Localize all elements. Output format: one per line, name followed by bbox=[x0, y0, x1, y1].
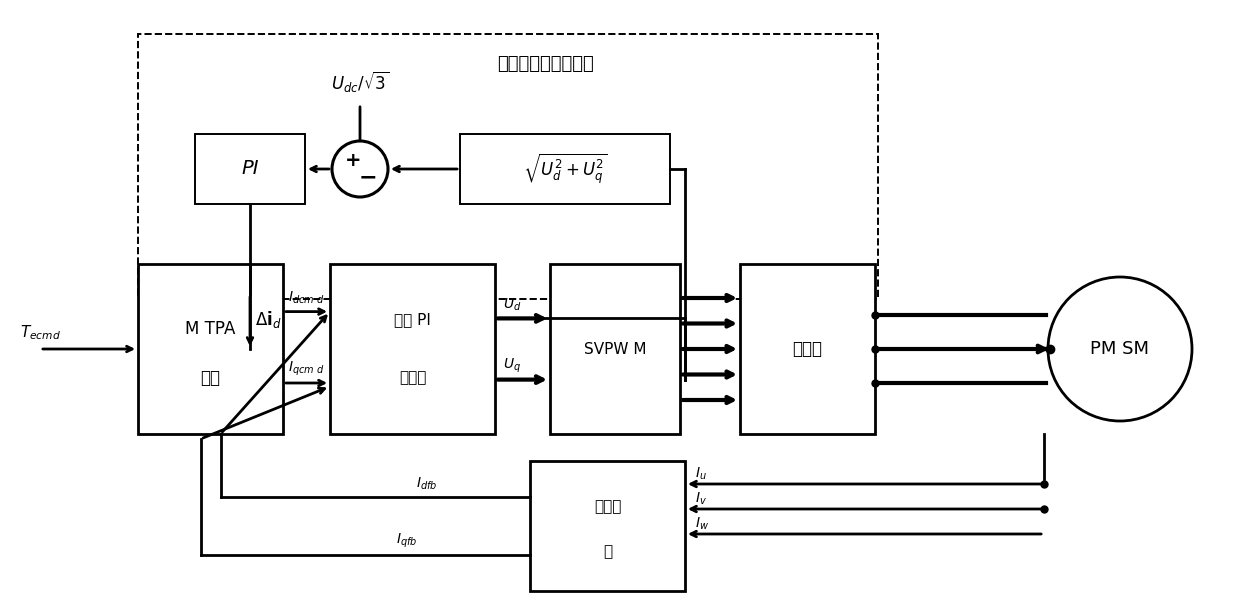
Text: $I_u$: $I_u$ bbox=[695, 466, 706, 482]
Bar bbox=[740, 264, 875, 434]
Text: 坐标变: 坐标变 bbox=[593, 499, 621, 514]
Text: $I_{qfb}$: $I_{qfb}$ bbox=[395, 532, 418, 550]
Text: $I_{dcm\ d}$: $I_{dcm\ d}$ bbox=[289, 289, 325, 306]
Text: $I_v$: $I_v$ bbox=[695, 491, 707, 507]
Bar bbox=[550, 264, 680, 434]
Text: PI: PI bbox=[242, 160, 259, 178]
Text: 电流 PI: 电流 PI bbox=[394, 312, 431, 328]
Text: $\Delta \mathbf{i}_d$: $\Delta \mathbf{i}_d$ bbox=[255, 309, 281, 329]
Text: 逆变器: 逆变器 bbox=[793, 340, 823, 358]
Bar bbox=[530, 461, 685, 591]
Text: $U_q$: $U_q$ bbox=[503, 356, 520, 375]
Text: $U_d$: $U_d$ bbox=[503, 296, 522, 312]
Text: +: + bbox=[344, 152, 362, 171]
Text: M TPA: M TPA bbox=[186, 320, 235, 337]
Text: 调节器: 调节器 bbox=[399, 370, 426, 385]
Circle shape bbox=[332, 141, 388, 197]
Bar bbox=[138, 34, 878, 299]
Text: $I_{qcm\ d}$: $I_{qcm\ d}$ bbox=[289, 360, 325, 378]
Text: $I_w$: $I_w$ bbox=[695, 516, 709, 532]
Text: −: − bbox=[358, 167, 378, 187]
Bar bbox=[330, 264, 496, 434]
Text: SVPW M: SVPW M bbox=[584, 342, 647, 356]
Bar bbox=[460, 134, 670, 204]
Text: $\sqrt{U_d^2+U_q^2}$: $\sqrt{U_d^2+U_q^2}$ bbox=[523, 152, 607, 186]
Text: $I_{dfb}$: $I_{dfb}$ bbox=[416, 475, 437, 491]
Text: $T_{ecmd}$: $T_{ecmd}$ bbox=[20, 323, 61, 342]
Text: 电压负反馈弱磁方法: 电压负反馈弱磁方法 bbox=[497, 55, 593, 73]
Text: 换: 换 bbox=[603, 544, 612, 560]
Text: $U_{dc}/\sqrt{3}$: $U_{dc}/\sqrt{3}$ bbox=[331, 69, 389, 94]
Bar bbox=[195, 134, 305, 204]
Text: PM SM: PM SM bbox=[1090, 340, 1150, 358]
Text: 查表: 查表 bbox=[201, 369, 221, 387]
Bar bbox=[138, 264, 282, 434]
